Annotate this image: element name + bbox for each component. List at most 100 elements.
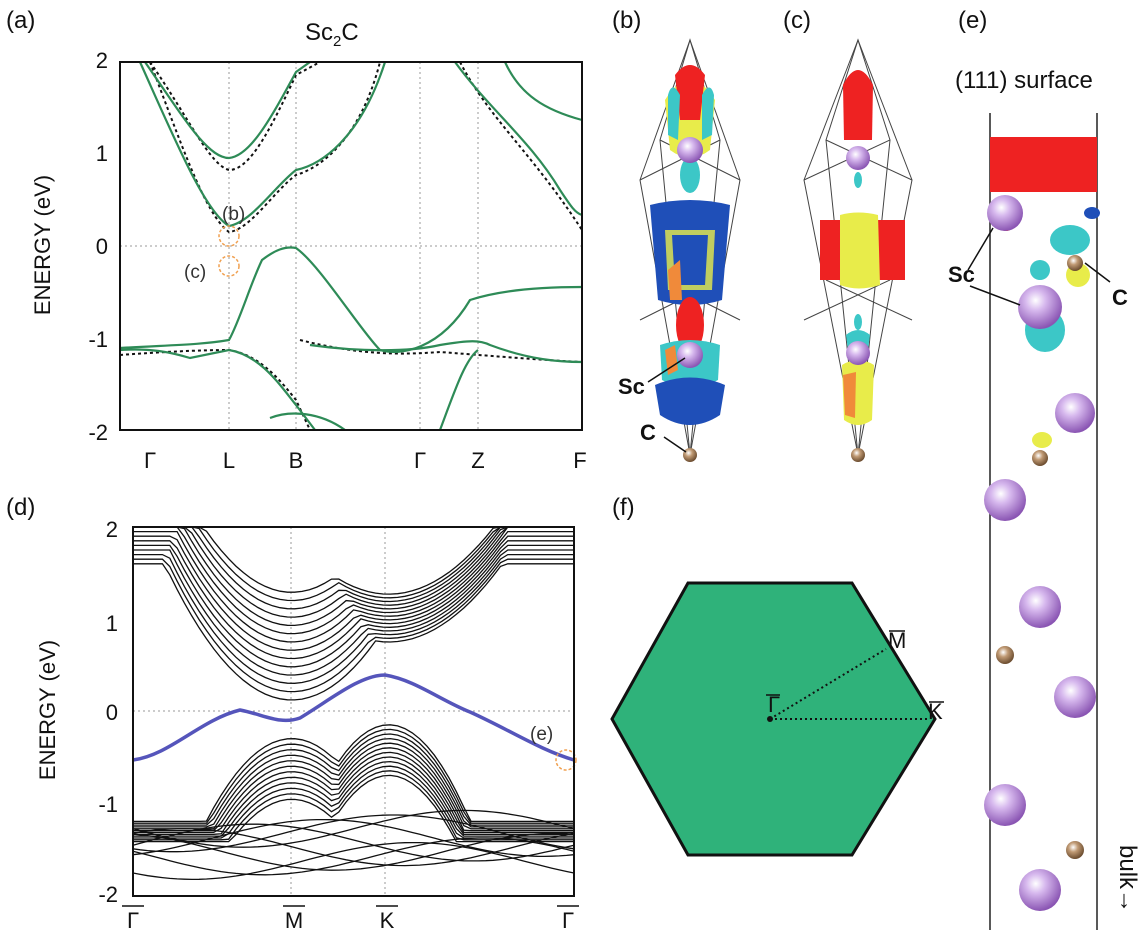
panel-e-sc-label: Sc [948,262,975,287]
panel-d-bulk-band [133,737,574,828]
panel-b-sc-atom [677,342,703,368]
panel-d-bulk-band [133,558,574,693]
panel-d-bulk-band [133,724,574,823]
panel-c-sc-atom [846,146,870,170]
panel-d-bulk-band [132,809,575,848]
panel-d-annotation-e: (e) [530,724,553,745]
panel-d-bulk-band [133,756,574,835]
panel-d-xticks: Γ M K Γ [122,905,579,933]
panel-d-ylabel: ENERGY (eV) [35,640,60,780]
panel-b-c-pointer [663,436,687,453]
panel-e-atoms [984,195,1096,911]
panel-a-ylabel: ENERGY (eV) [30,175,55,315]
panel-a-marker-b [218,225,240,247]
panel-a-plot: (b) (c) [119,61,583,431]
panel-a-band-dotted [149,61,381,234]
panel-d-xtick: Γ [562,908,574,933]
panel-f-gamma-point [767,716,773,722]
panel-d: (d) ENERGY (eV) 2 1 0 -1 -2 Γ M K Γ (e) [6,494,579,933]
panel-a: (a) Sc2C ENERGY (eV) 2 1 0 -1 -2 Γ L B Γ… [6,7,587,473]
panel-d-frame [132,526,575,897]
panel-c-label: (c) [783,7,811,34]
panel-f-m-label: M [888,628,906,653]
panel-a-xtick: Γ [414,448,426,473]
panel-a-band-dotted [459,61,583,231]
panel-d-bulk-band [133,751,574,834]
panel-d-ytick: 2 [106,517,118,542]
panel-d-ytick: 1 [106,611,118,636]
panel-e-title: (111) surface [955,67,1093,94]
panel-f-brillouin-zone [610,581,937,857]
panel-a-ytick: -1 [88,327,108,352]
panel-d-bulk-band [133,549,574,676]
panel-b-sc-atom [677,137,703,163]
panel-d-bulk-band [133,563,574,701]
panel-a-band-green [309,340,583,364]
panel-d-bulk-band [133,728,574,824]
panel-d-ytick: -1 [98,792,118,817]
panel-d-bulk-band [133,733,574,826]
panel-b-isosurfaces [650,65,730,425]
panel-e-sc-atom [987,195,1023,231]
panel-d-bulk-band [133,526,574,635]
panel-d-yticks: 2 1 0 -1 -2 [98,517,118,907]
panel-a-band-dotted [149,61,321,172]
panel-b-c-label: C [640,420,656,445]
panel-c-isosurfaces [820,70,905,425]
panel-d-ytick: -2 [98,882,118,907]
panel-d-xtick: Γ [127,908,139,933]
panel-a-ytick: 1 [96,141,108,166]
panel-e-sc-atom [1018,285,1062,329]
panel-d-label: (d) [6,494,35,521]
panel-c-c-atom [851,448,865,462]
panel-a-band-green [119,348,316,431]
panel-a-label: (a) [6,7,35,34]
panel-a-yticks: 2 1 0 -1 -2 [88,48,108,445]
panel-e-c-atom [996,646,1014,664]
panel-d-plot: (e) [132,526,577,897]
panel-d-bulk-band [133,742,574,830]
panel-f-k-label: K [928,699,943,724]
panel-e-c-atom [1032,450,1048,466]
panel-e-sc-atom [1054,676,1096,718]
panel-a-xtick: L [223,448,235,473]
panel-a-ytick: 0 [96,234,108,259]
panel-b: (b) Sc C [612,7,741,462]
panel-e-sc-atom [1019,869,1061,911]
panel-e: (e) (111) surface [948,7,1141,930]
panel-d-bulk-band [132,823,575,862]
panel-a-band-green [269,412,346,431]
panel-a-band-green [438,349,479,431]
panel-a-xtick: B [289,448,304,473]
panel-d-bulk-band [133,526,574,610]
panel-d-bulk-band [133,747,574,832]
panel-a-ytick: 2 [96,48,108,73]
panel-d-marker-e [555,749,577,771]
panel-e-sc-atom [984,479,1026,521]
panel-a-marker-c [218,255,240,277]
panel-e-c-label: C [1112,285,1128,310]
panel-d-bulk-band [133,526,574,618]
panel-f-label: (f) [612,494,635,521]
panel-e-sc-atom [1019,586,1061,628]
panel-d-xtick: M [285,908,303,933]
panel-a-xticks: Γ L B Γ Z F [144,448,587,473]
panel-a-annotation-c: (c) [184,262,206,283]
panel-e-label: (e) [958,7,987,34]
panel-e-sc-atom [1055,393,1095,433]
panel-d-bulk-band [133,774,574,843]
panel-e-c-atom [1066,841,1084,859]
panel-a-band-dotted [119,348,311,431]
panel-a-band-green [454,61,583,217]
panel-e-sc-pointer [969,285,1021,306]
panel-a-xtick: Z [471,448,484,473]
panel-b-c-atom [683,448,697,462]
panel-d-bulk-band [132,818,575,858]
panel-d-bulk-bands [132,526,575,881]
panel-d-bulk-band [133,553,574,684]
panel-b-label: (b) [612,7,641,34]
panel-a-ytick: -2 [88,420,108,445]
panel-c: (c) [783,7,913,462]
panel-f: (f) Γ M K [610,494,944,857]
